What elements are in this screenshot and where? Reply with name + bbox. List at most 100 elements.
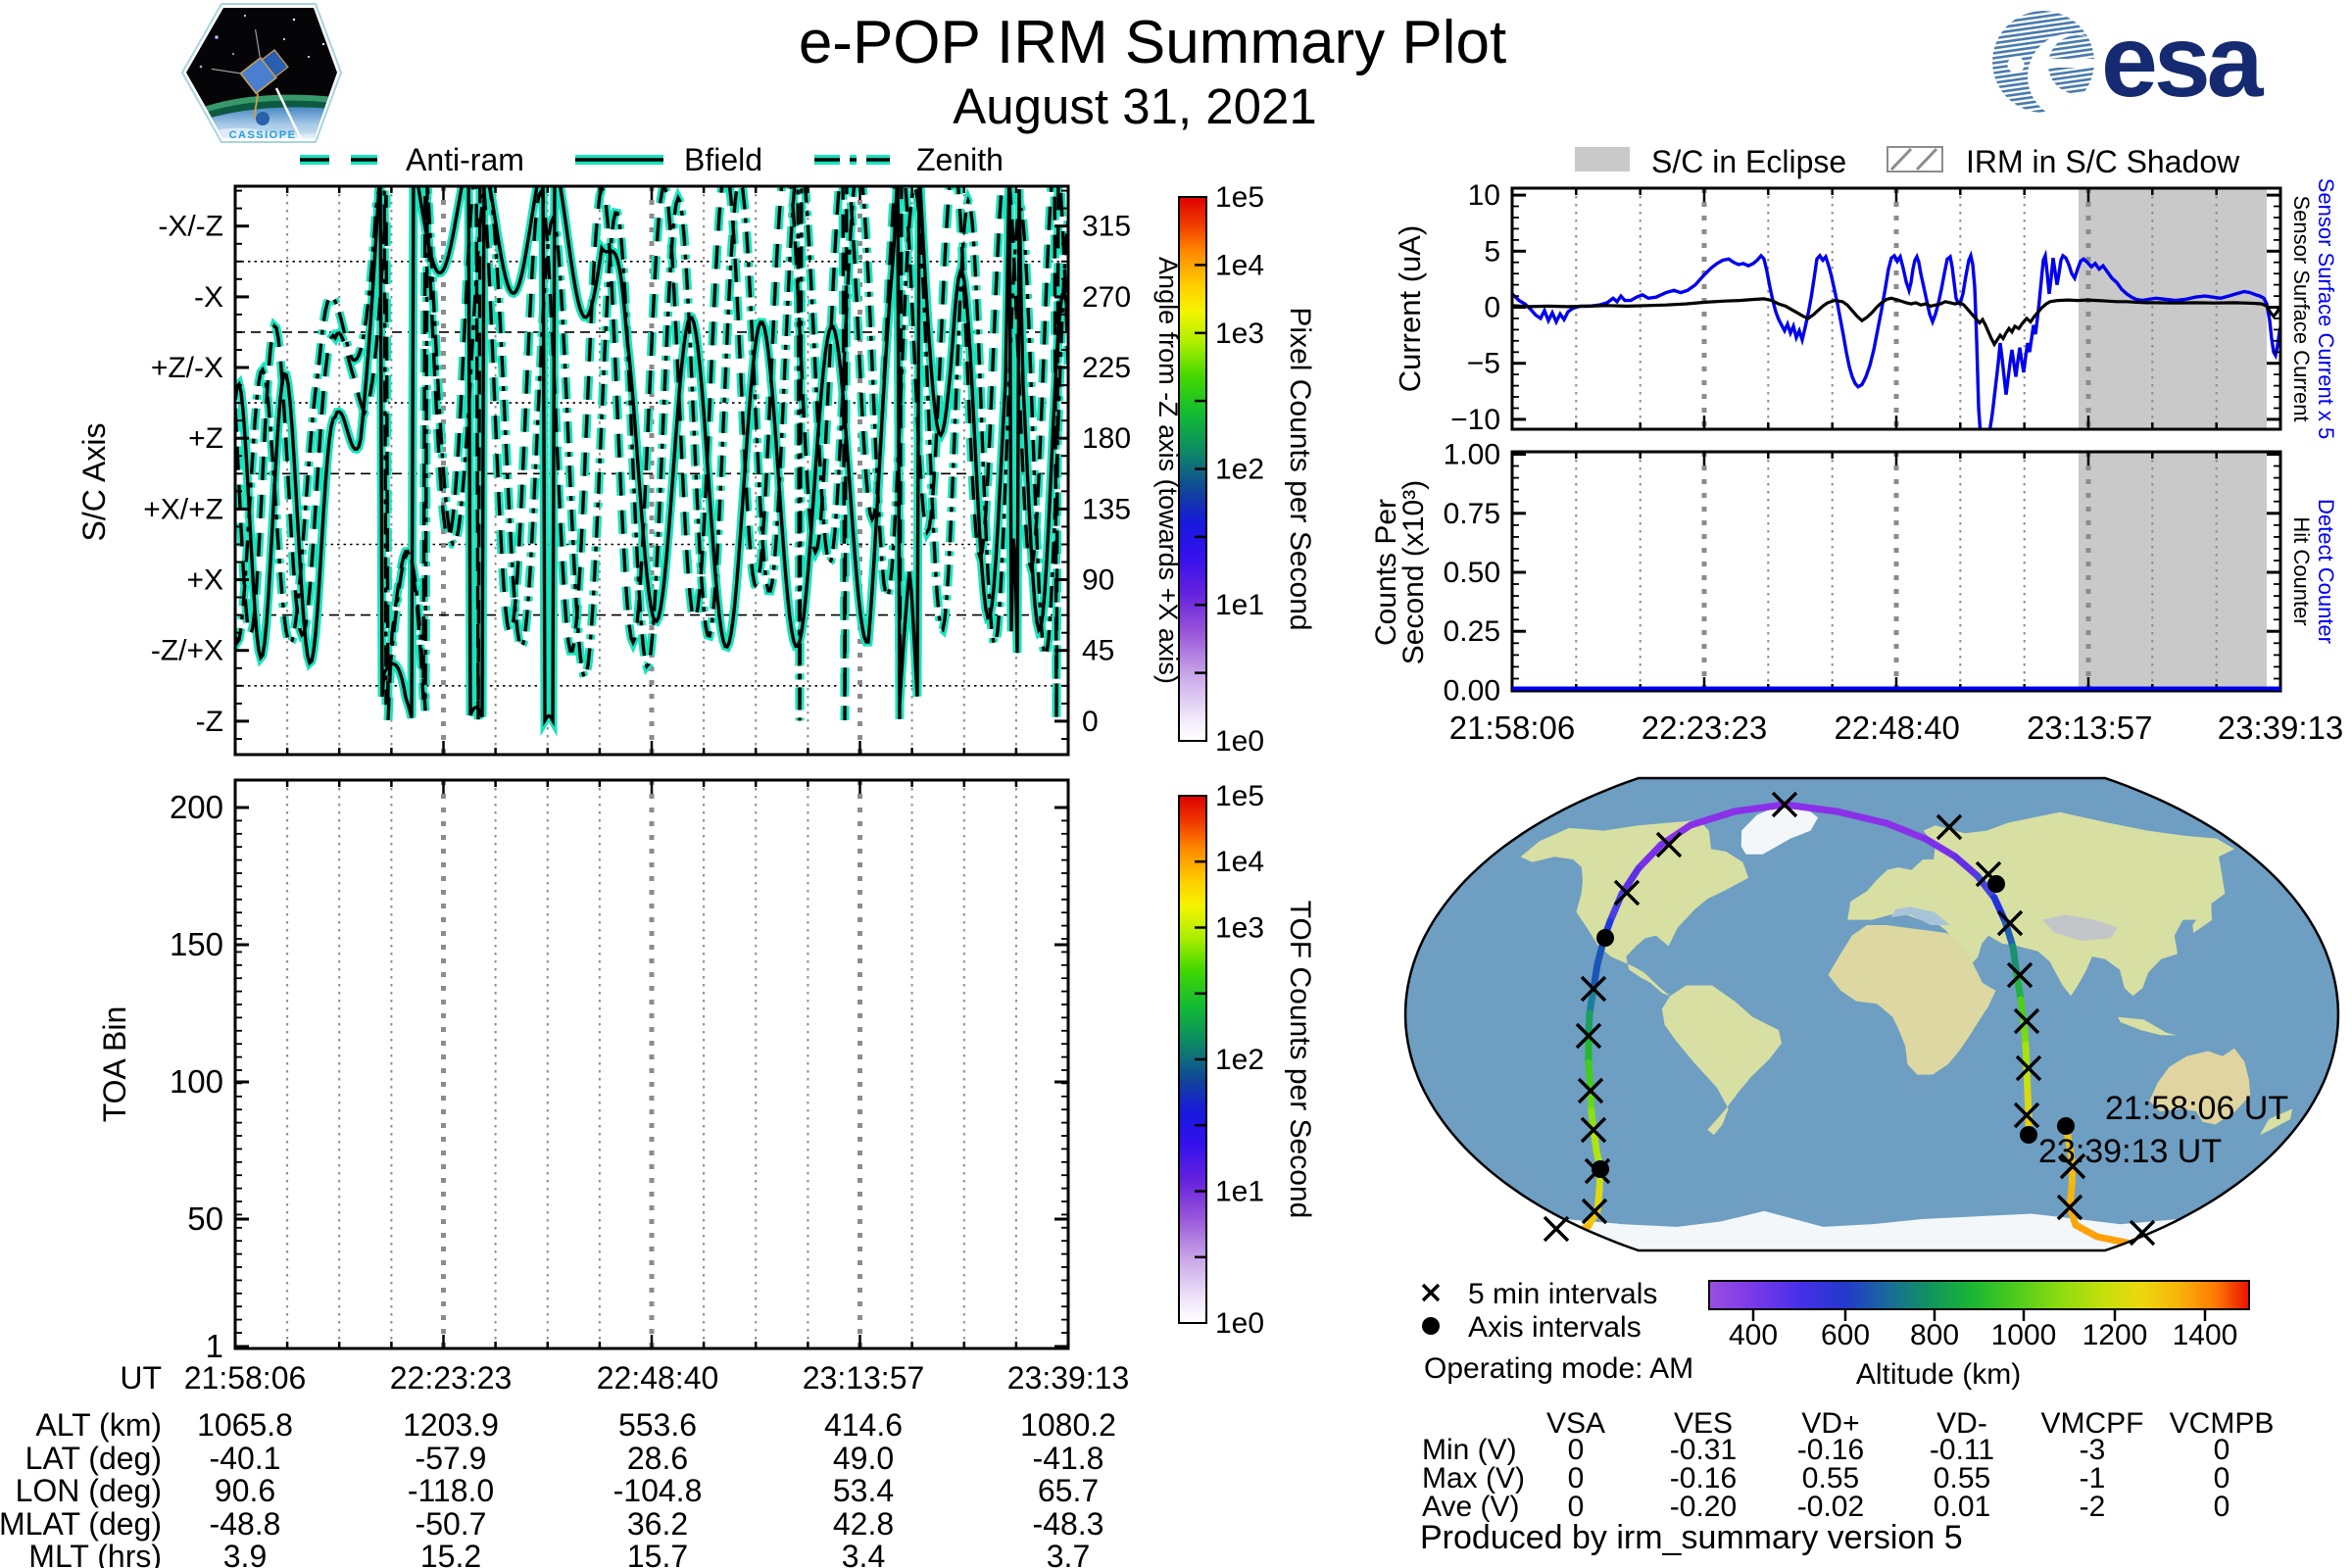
svg-text:e-POP IRM Summary Plot: e-POP IRM Summary Plot: [799, 9, 1506, 76]
svg-text:VSA: VSA: [1546, 1407, 1605, 1440]
svg-text:Bfield: Bfield: [684, 142, 762, 177]
svg-text:22:23:23: 22:23:23: [390, 1360, 513, 1396]
svg-text:0: 0: [1082, 706, 1099, 738]
svg-text:5 min intervals: 5 min intervals: [1468, 1278, 1657, 1310]
svg-text:MLAT (deg): MLAT (deg): [0, 1506, 162, 1542]
svg-text:600: 600: [1821, 1319, 1870, 1351]
svg-text:0.50: 0.50: [1444, 557, 1500, 589]
svg-text:36.2: 36.2: [627, 1506, 688, 1542]
svg-text:1065.8: 1065.8: [197, 1407, 293, 1443]
svg-text:0: 0: [1568, 1462, 1585, 1494]
svg-text:1203.9: 1203.9: [403, 1407, 499, 1443]
svg-text:-48.8: -48.8: [210, 1506, 281, 1542]
svg-text:1080.2: 1080.2: [1020, 1407, 1116, 1443]
svg-text:Anti-ram: Anti-ram: [406, 142, 524, 177]
svg-text:1e2: 1e2: [1215, 1044, 1264, 1076]
svg-text:45: 45: [1082, 635, 1114, 667]
svg-text:0.25: 0.25: [1444, 615, 1500, 648]
svg-text:1000: 1000: [1991, 1319, 2057, 1351]
svg-text:Axis intervals: Axis intervals: [1468, 1311, 1642, 1344]
svg-text:1400: 1400: [2173, 1319, 2238, 1351]
svg-text:Counts Per: Counts Per: [1370, 499, 1402, 646]
svg-text:0: 0: [2214, 1434, 2230, 1466]
svg-text:0.55: 0.55: [1934, 1462, 1990, 1494]
svg-text:3.7: 3.7: [1047, 1539, 1090, 1568]
svg-text:Second (x10³): Second (x10³): [1397, 480, 1430, 664]
svg-text:49.0: 49.0: [833, 1441, 894, 1476]
svg-text:Ave (V): Ave (V): [1422, 1491, 1519, 1523]
svg-text:3.4: 3.4: [842, 1539, 885, 1568]
svg-text:-0.02: -0.02: [1797, 1491, 1864, 1523]
svg-text:0.55: 0.55: [1802, 1462, 1859, 1494]
svg-text:23:13:57: 23:13:57: [2027, 710, 2152, 746]
svg-text:0: 0: [1568, 1434, 1585, 1466]
svg-text:Zenith: Zenith: [916, 142, 1004, 177]
svg-text:S/C Axis: S/C Axis: [76, 423, 112, 542]
svg-text:1e5: 1e5: [1215, 181, 1264, 214]
svg-text:15.7: 15.7: [627, 1539, 688, 1568]
svg-text:-41.8: -41.8: [1033, 1441, 1104, 1476]
svg-text:65.7: 65.7: [1038, 1473, 1099, 1508]
svg-text:VD-: VD-: [1936, 1407, 1987, 1440]
svg-text:-40.1: -40.1: [210, 1441, 281, 1476]
svg-text:VMCPF: VMCPF: [2041, 1407, 2144, 1440]
svg-text:-X: -X: [194, 281, 223, 314]
svg-text:+X: +X: [186, 564, 223, 597]
svg-text:22:23:23: 22:23:23: [1642, 710, 1767, 746]
svg-text:Pixel Counts per Second: Pixel Counts per Second: [1284, 307, 1316, 630]
svg-text:1e4: 1e4: [1215, 846, 1264, 878]
svg-text:-Z: -Z: [196, 706, 223, 738]
svg-text:TOF Counts per Second: TOF Counts per Second: [1284, 901, 1316, 1219]
svg-text:+Z/-X: +Z/-X: [151, 352, 223, 384]
svg-text:15.2: 15.2: [420, 1539, 481, 1568]
svg-text:28.6: 28.6: [627, 1441, 688, 1476]
svg-text:-Z/+X: -Z/+X: [151, 635, 223, 667]
svg-text:400: 400: [1729, 1319, 1778, 1351]
svg-text:Current (uA): Current (uA): [1393, 225, 1427, 393]
svg-text:42.8: 42.8: [833, 1506, 894, 1542]
svg-text:-118.0: -118.0: [408, 1473, 494, 1508]
svg-text:1e5: 1e5: [1215, 780, 1264, 812]
svg-text:0.01: 0.01: [1934, 1491, 1990, 1523]
svg-text:0: 0: [1484, 292, 1500, 324]
svg-text:−10: −10: [1450, 404, 1500, 436]
svg-text:Min (V): Min (V): [1422, 1434, 1517, 1466]
svg-text:Operating mode: AM: Operating mode: AM: [1424, 1352, 1693, 1385]
svg-text:Hit Counter: Hit Counter: [2289, 516, 2314, 625]
svg-text:100: 100: [170, 1063, 223, 1100]
svg-text:180: 180: [1082, 422, 1131, 455]
svg-text:90: 90: [1082, 564, 1114, 597]
svg-text:1e0: 1e0: [1215, 1307, 1264, 1340]
svg-text:1e4: 1e4: [1215, 249, 1264, 281]
svg-text:1: 1: [206, 1328, 223, 1364]
svg-text:+Z: +Z: [188, 422, 223, 455]
svg-text:135: 135: [1082, 493, 1131, 525]
svg-text:LAT (deg): LAT (deg): [25, 1441, 162, 1476]
svg-text:0: 0: [2214, 1462, 2230, 1494]
svg-text:800: 800: [1910, 1319, 1959, 1351]
svg-text:1.00: 1.00: [1444, 439, 1500, 471]
svg-text:23:39:13 UT: 23:39:13 UT: [2038, 1133, 2222, 1170]
svg-text:21:58:06 UT: 21:58:06 UT: [2105, 1090, 2288, 1127]
svg-text:CASSIOPE: CASSIOPE: [229, 129, 297, 141]
svg-text:Altitude (km): Altitude (km): [1856, 1358, 2021, 1391]
svg-text:22:48:40: 22:48:40: [597, 1360, 719, 1396]
svg-text:-3: -3: [2080, 1434, 2106, 1466]
svg-text:50: 50: [187, 1200, 223, 1237]
svg-text:MLT (hrs): MLT (hrs): [28, 1539, 162, 1568]
svg-text:Sensor Surface Current: Sensor Surface Current: [2289, 195, 2314, 421]
svg-text:1e2: 1e2: [1215, 454, 1264, 486]
svg-text:-48.3: -48.3: [1033, 1506, 1104, 1542]
svg-text:225: 225: [1082, 352, 1131, 384]
svg-text:3.9: 3.9: [223, 1539, 267, 1568]
svg-text:UT: UT: [120, 1360, 162, 1396]
svg-text:IRM in S/C Shadow: IRM in S/C Shadow: [1966, 144, 2240, 179]
svg-text:23:13:57: 23:13:57: [803, 1360, 925, 1396]
svg-text:1e1: 1e1: [1215, 589, 1264, 621]
svg-text:0.00: 0.00: [1444, 675, 1500, 708]
svg-text:0: 0: [2214, 1491, 2230, 1523]
svg-text:-0.11: -0.11: [1930, 1434, 1994, 1466]
svg-text:Detect Counter: Detect Counter: [2314, 499, 2338, 644]
svg-text:-1: -1: [2080, 1462, 2106, 1494]
svg-text:esa: esa: [2101, 5, 2265, 119]
